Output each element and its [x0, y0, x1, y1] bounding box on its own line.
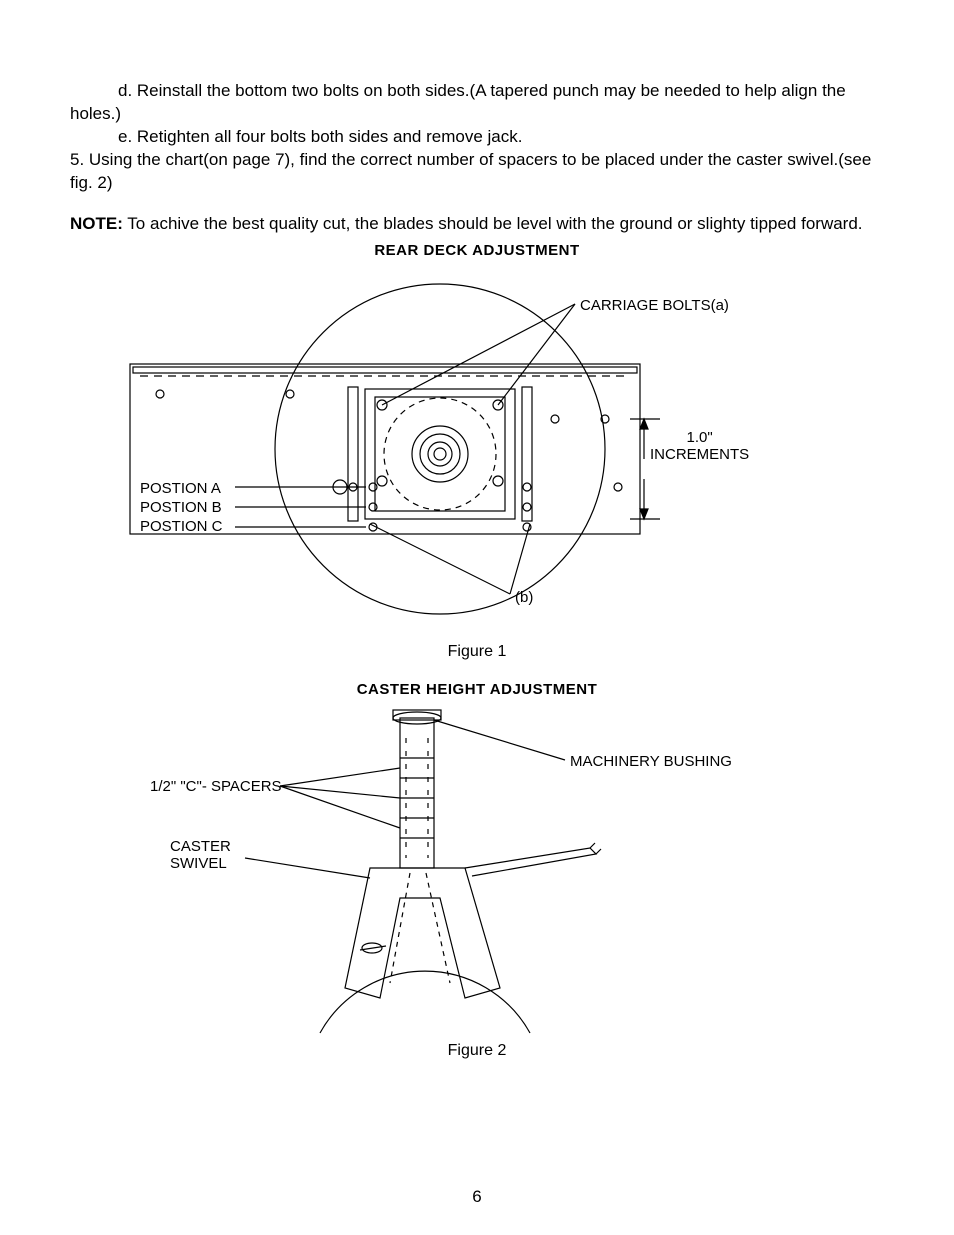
fig1-callout-posB: POSTION B	[140, 499, 222, 516]
body-text-block: d. Reinstall the bottom two bolts on bot…	[70, 80, 884, 236]
fig2-callout-bushing: MACHINERY BUSHING	[570, 753, 732, 770]
fig1-callout-carriage: CARRIAGE BOLTS(a)	[580, 297, 729, 314]
para-d: d. Reinstall the bottom two bolts on bot…	[70, 80, 884, 126]
para-e: e. Retighten all four bolts both sides a…	[70, 126, 884, 149]
fig1-callout-posC: POSTION C	[140, 518, 223, 535]
page: d. Reinstall the bottom two bolts on bot…	[0, 0, 954, 1235]
fig1-callout-posA: POSTION A	[140, 480, 221, 497]
fig1-title: REAR DECK ADJUSTMENT	[70, 242, 884, 259]
note-label: NOTE:	[70, 214, 123, 233]
para-e-text: e. Retighten all four bolts both sides a…	[118, 127, 522, 146]
para-5: 5. Using the chart(on page 7), find the …	[70, 149, 884, 195]
fig1-svg	[70, 259, 884, 639]
para-d-text: d. Reinstall the bottom two bolts on bot…	[70, 81, 846, 123]
note-body: To achive the best quality cut, the blad…	[123, 214, 863, 233]
fig2-area: MACHINERY BUSHING 1/2" "C"- SPACERS CAST…	[70, 698, 884, 1038]
page-number: 6	[0, 1187, 954, 1207]
fig2-caption: Figure 2	[70, 1042, 884, 1060]
fig2-title: CASTER HEIGHT ADJUSTMENT	[70, 681, 884, 698]
fig1-caption: Figure 1	[70, 643, 884, 661]
fig1-area: CARRIAGE BOLTS(a) 1.0" INCREMENTS POSTIO…	[70, 259, 884, 639]
fig2-callout-swivel: CASTER SWIVEL	[170, 838, 231, 872]
fig1-callout-increments: 1.0" INCREMENTS	[650, 429, 749, 463]
fig2-callout-spacers: 1/2" "C"- SPACERS	[150, 778, 282, 795]
note-line: NOTE: To achive the best quality cut, th…	[70, 213, 884, 236]
fig1-callout-b: (b)	[515, 589, 533, 606]
